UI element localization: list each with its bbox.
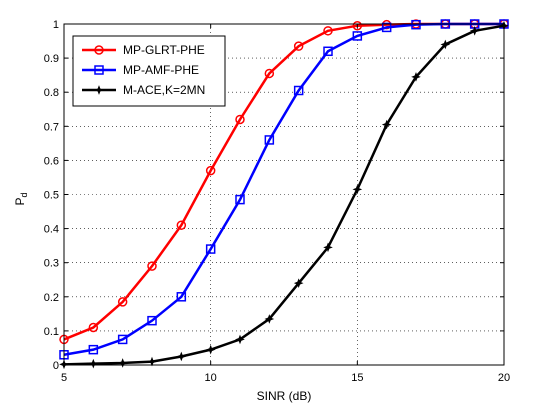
data-point	[352, 31, 363, 41]
data-point	[411, 72, 421, 82]
data-point	[352, 184, 363, 195]
y-tick-label: 0.6	[44, 155, 59, 167]
y-tick-label: 0.5	[44, 190, 59, 202]
y-tick-label: 0.8	[44, 87, 59, 99]
legend-entry: M-ACE,K=2MN	[82, 83, 205, 97]
legend-swatch-marker	[94, 85, 104, 95]
data-point	[147, 261, 157, 271]
y-tick-label: 0.3	[44, 258, 59, 270]
data-point	[381, 22, 392, 33]
y-tick-label: 0.7	[44, 121, 59, 133]
series-line	[63, 24, 505, 366]
data-point	[293, 278, 304, 288]
data-point	[88, 322, 99, 333]
y-tick-label: 0.4	[44, 224, 59, 236]
data-point	[88, 358, 99, 369]
legend-entry: MP-AMF-PHE	[82, 63, 199, 77]
data-point	[469, 26, 480, 36]
data-point	[205, 344, 216, 355]
data-point	[205, 165, 216, 176]
legend-label: MP-GLRT-PHE	[123, 43, 205, 57]
data-point	[352, 20, 363, 31]
data-point	[176, 351, 187, 362]
data-point	[440, 39, 451, 50]
legend-swatch-marker	[94, 65, 104, 75]
data-point	[323, 46, 333, 57]
legend-label: MP-AMF-PHE	[123, 63, 199, 77]
x-tick-label: 5	[61, 372, 67, 384]
x-tick-label: 10	[205, 372, 217, 384]
data-point	[264, 314, 275, 324]
axis-ticks: 5 10 15 20 0 0.1 0.2 0.3 0.4 0.5 0.6 0.7 0.8 0.9 1	[44, 19, 510, 384]
y-axis-label: Pd	[13, 192, 29, 205]
data-point	[235, 194, 245, 205]
data-point	[88, 344, 99, 355]
data-point	[117, 334, 128, 345]
y-tick-label: 0	[53, 360, 59, 372]
data-point	[264, 68, 275, 79]
data-point	[117, 297, 128, 307]
data-point	[235, 334, 245, 345]
data-point	[323, 242, 333, 253]
legend: MP-GLRT-PHE MP-AMF-PHE M-ACE,K=2MN	[72, 35, 226, 107]
x-tick-label: 15	[351, 372, 363, 384]
data-point	[235, 114, 245, 125]
data-point	[147, 315, 157, 326]
data-point	[205, 244, 216, 254]
data-point	[264, 135, 275, 145]
data-point	[147, 356, 157, 367]
data-point	[293, 41, 304, 51]
data-point	[323, 26, 333, 36]
data-point	[176, 220, 187, 230]
x-tick-label: 20	[498, 372, 510, 384]
y-tick-label: 1	[53, 19, 59, 31]
legend-entry: MP-GLRT-PHE	[82, 43, 205, 57]
y-axis-label-subscript: d	[19, 192, 29, 197]
y-tick-label: 0.9	[44, 53, 59, 65]
data-point	[176, 292, 187, 302]
data-point	[381, 119, 392, 130]
legend-label: M-ACE,K=2MN	[123, 83, 205, 97]
data-point	[411, 19, 421, 30]
x-axis-label: SINR (dB)	[257, 389, 312, 403]
y-tick-label: 0.2	[44, 292, 59, 304]
legend-swatch-marker	[94, 45, 104, 55]
data-point	[293, 85, 304, 96]
y-tick-label: 0.1	[44, 326, 59, 338]
data-point	[117, 358, 128, 368]
y-axis-label-main: P	[13, 198, 27, 206]
